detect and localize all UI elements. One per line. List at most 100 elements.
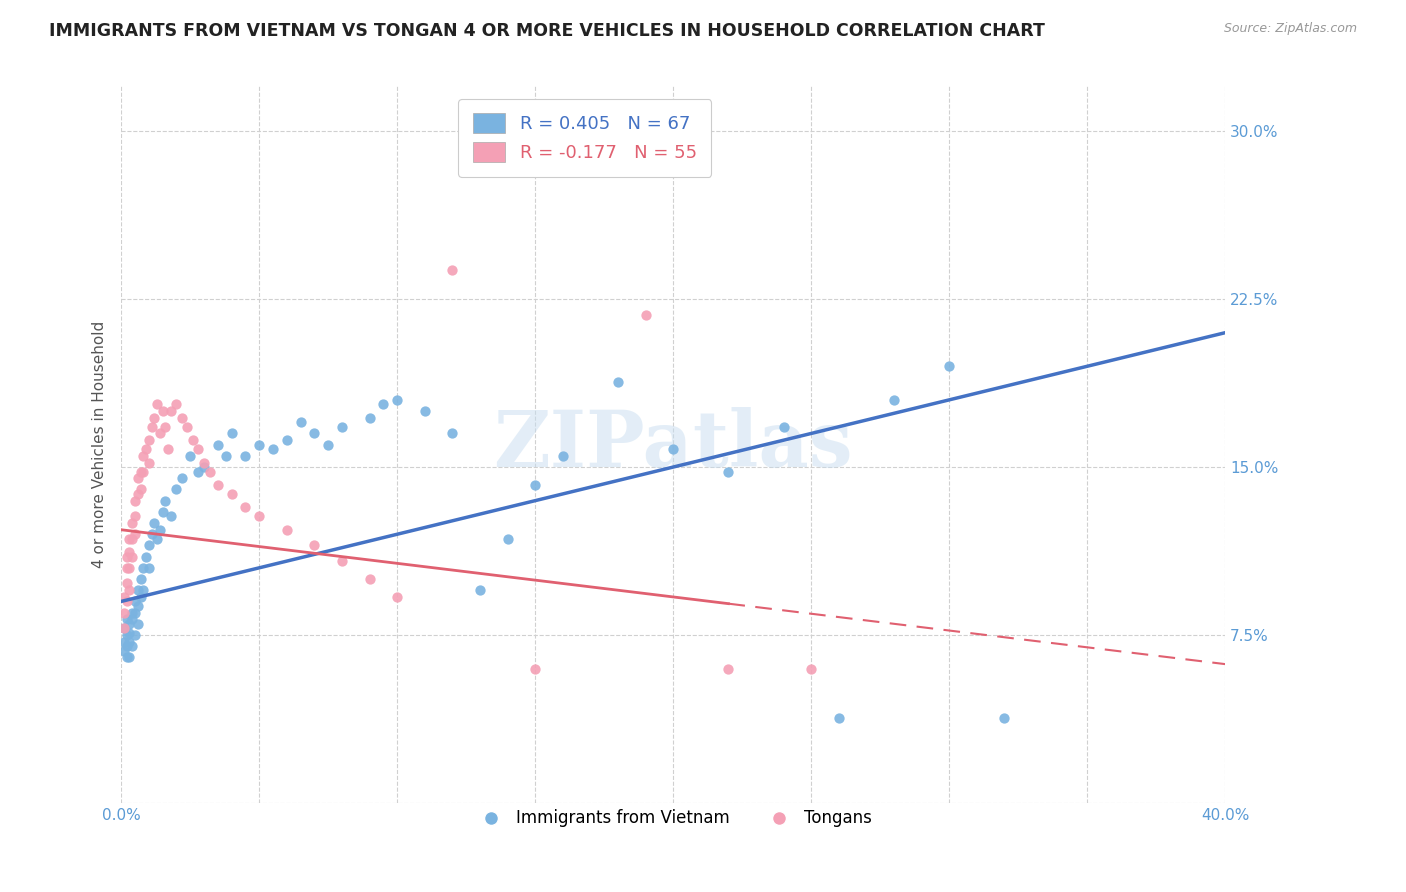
Point xyxy=(115,650,138,665)
Point xyxy=(141,527,163,541)
Point xyxy=(124,493,146,508)
Point xyxy=(152,404,174,418)
Point xyxy=(221,487,243,501)
Point xyxy=(607,375,630,389)
Point xyxy=(121,606,143,620)
Point xyxy=(138,561,160,575)
Point xyxy=(143,516,166,530)
Point xyxy=(387,392,409,407)
Point xyxy=(221,426,243,441)
Point xyxy=(413,404,436,418)
Point xyxy=(127,487,149,501)
Point xyxy=(112,621,135,635)
Point xyxy=(141,419,163,434)
Point xyxy=(187,442,209,457)
Point xyxy=(170,471,193,485)
Point xyxy=(132,465,155,479)
Point xyxy=(155,493,177,508)
Point xyxy=(121,532,143,546)
Point xyxy=(441,426,464,441)
Point xyxy=(247,437,270,451)
Point xyxy=(187,465,209,479)
Point xyxy=(127,583,149,598)
Point xyxy=(118,616,141,631)
Point xyxy=(373,397,395,411)
Point xyxy=(468,583,491,598)
Point xyxy=(938,359,960,374)
Point xyxy=(165,397,187,411)
Point xyxy=(115,628,138,642)
Point xyxy=(524,478,547,492)
Point xyxy=(359,572,381,586)
Point xyxy=(127,599,149,613)
Point xyxy=(160,509,183,524)
Point xyxy=(235,449,257,463)
Point xyxy=(135,442,157,457)
Point xyxy=(634,308,657,322)
Point xyxy=(330,419,353,434)
Point xyxy=(772,419,794,434)
Point xyxy=(118,634,141,648)
Text: Source: ZipAtlas.com: Source: ZipAtlas.com xyxy=(1223,22,1357,36)
Point xyxy=(132,583,155,598)
Text: ZIPatlas: ZIPatlas xyxy=(494,407,853,483)
Point xyxy=(129,465,152,479)
Point xyxy=(330,554,353,568)
Point xyxy=(118,625,141,640)
Point xyxy=(115,549,138,564)
Point xyxy=(115,561,138,575)
Point xyxy=(551,449,574,463)
Point xyxy=(118,545,141,559)
Point xyxy=(181,433,204,447)
Point xyxy=(138,538,160,552)
Point xyxy=(124,527,146,541)
Point xyxy=(800,662,823,676)
Point xyxy=(121,639,143,653)
Point xyxy=(717,662,740,676)
Point xyxy=(359,410,381,425)
Point xyxy=(138,433,160,447)
Point xyxy=(441,263,464,277)
Point xyxy=(121,516,143,530)
Point xyxy=(124,509,146,524)
Point xyxy=(112,634,135,648)
Point xyxy=(215,449,238,463)
Point xyxy=(124,628,146,642)
Point xyxy=(198,465,221,479)
Point xyxy=(112,621,135,635)
Point xyxy=(262,442,284,457)
Point xyxy=(132,561,155,575)
Point xyxy=(112,643,135,657)
Point xyxy=(127,471,149,485)
Point xyxy=(118,532,141,546)
Point xyxy=(304,426,326,441)
Point xyxy=(662,442,685,457)
Point xyxy=(193,456,215,470)
Point xyxy=(152,505,174,519)
Point xyxy=(235,500,257,515)
Point xyxy=(304,538,326,552)
Point xyxy=(129,483,152,497)
Point xyxy=(160,404,183,418)
Point xyxy=(717,465,740,479)
Point xyxy=(118,650,141,665)
Point xyxy=(132,449,155,463)
Point xyxy=(179,449,201,463)
Point xyxy=(135,549,157,564)
Y-axis label: 4 or more Vehicles in Household: 4 or more Vehicles in Household xyxy=(93,321,107,568)
Point xyxy=(121,549,143,564)
Point xyxy=(176,419,198,434)
Point xyxy=(993,711,1015,725)
Point xyxy=(157,442,180,457)
Point xyxy=(149,426,172,441)
Point xyxy=(247,509,270,524)
Legend: Immigrants from Vietnam, Tongans: Immigrants from Vietnam, Tongans xyxy=(467,803,879,834)
Point xyxy=(118,583,141,598)
Point xyxy=(115,612,138,626)
Point xyxy=(193,460,215,475)
Point xyxy=(112,590,135,604)
Point xyxy=(276,433,298,447)
Point xyxy=(115,576,138,591)
Point xyxy=(316,437,339,451)
Point xyxy=(290,415,312,429)
